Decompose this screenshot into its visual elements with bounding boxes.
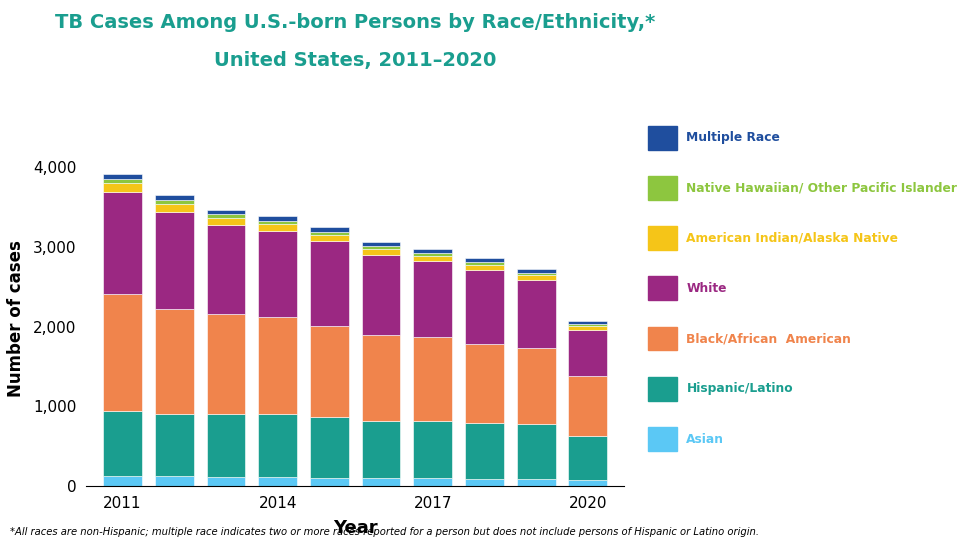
Bar <box>310 235 348 241</box>
Bar <box>568 326 607 330</box>
Text: American Indian/Alaska Native: American Indian/Alaska Native <box>686 232 899 245</box>
Text: Hispanic/Latino: Hispanic/Latino <box>686 382 793 395</box>
X-axis label: Year: Year <box>333 519 377 537</box>
Bar <box>103 294 142 411</box>
Bar <box>362 249 400 255</box>
Bar <box>465 269 504 343</box>
Bar <box>362 255 400 335</box>
Bar <box>362 242 400 246</box>
Bar <box>258 224 297 231</box>
Text: Multiple Race: Multiple Race <box>686 131 780 144</box>
Bar <box>258 231 297 318</box>
Bar <box>516 275 556 280</box>
Bar <box>568 376 607 436</box>
Text: United States, 2011–2020: United States, 2011–2020 <box>214 51 496 70</box>
Bar <box>414 249 452 253</box>
Bar <box>568 436 607 481</box>
Text: *All races are non-Hispanic; multiple race indicates two or more races reported : *All races are non-Hispanic; multiple ra… <box>10 527 758 537</box>
Bar <box>206 225 246 314</box>
Bar <box>103 476 142 486</box>
Bar <box>206 210 246 214</box>
Bar <box>568 481 607 486</box>
Bar <box>465 343 504 423</box>
Bar <box>258 414 297 477</box>
Bar <box>465 258 504 262</box>
Bar <box>362 421 400 478</box>
Text: Black/African  American: Black/African American <box>686 332 852 345</box>
Bar <box>206 314 246 414</box>
Bar <box>568 324 607 326</box>
Text: Asian: Asian <box>686 433 725 446</box>
Bar <box>155 204 194 212</box>
Bar <box>362 478 400 486</box>
Bar <box>103 192 142 294</box>
Bar <box>258 318 297 414</box>
Bar <box>310 417 348 477</box>
Bar <box>414 338 452 421</box>
Bar <box>103 179 142 184</box>
Text: Native Hawaiian/ Other Pacific Islander: Native Hawaiian/ Other Pacific Islander <box>686 181 957 194</box>
Bar <box>414 255 452 261</box>
Bar <box>310 241 348 326</box>
Bar <box>310 232 348 235</box>
Text: TB Cases Among U.S.-born Persons by Race/Ethnicity,*: TB Cases Among U.S.-born Persons by Race… <box>55 14 656 32</box>
Bar <box>568 330 607 376</box>
Bar <box>103 184 142 192</box>
Bar <box>310 477 348 486</box>
Bar <box>465 262 504 265</box>
Bar <box>206 214 246 218</box>
Bar <box>155 212 194 309</box>
Bar <box>206 414 246 477</box>
Bar <box>465 479 504 486</box>
Bar <box>155 476 194 486</box>
Bar <box>568 321 607 324</box>
Bar <box>414 261 452 338</box>
Bar <box>516 269 556 273</box>
Y-axis label: Number of cases: Number of cases <box>7 240 25 397</box>
Text: White: White <box>686 282 727 295</box>
Bar <box>206 477 246 486</box>
Bar <box>465 423 504 479</box>
Bar <box>516 479 556 486</box>
Bar <box>310 326 348 417</box>
Bar <box>516 280 556 348</box>
Bar <box>516 348 556 424</box>
Bar <box>516 424 556 479</box>
Bar <box>155 414 194 476</box>
Bar <box>414 421 452 478</box>
Bar <box>155 309 194 414</box>
Bar <box>258 477 297 486</box>
Bar <box>516 273 556 275</box>
Bar <box>258 216 297 220</box>
Bar <box>103 411 142 476</box>
Bar <box>362 335 400 421</box>
Bar <box>258 220 297 224</box>
Bar <box>155 200 194 204</box>
Bar <box>206 218 246 225</box>
Bar <box>414 253 452 255</box>
Bar <box>465 265 504 269</box>
Bar <box>362 246 400 249</box>
Bar <box>155 195 194 200</box>
Bar <box>414 478 452 486</box>
Bar <box>103 174 142 179</box>
Bar <box>310 227 348 232</box>
